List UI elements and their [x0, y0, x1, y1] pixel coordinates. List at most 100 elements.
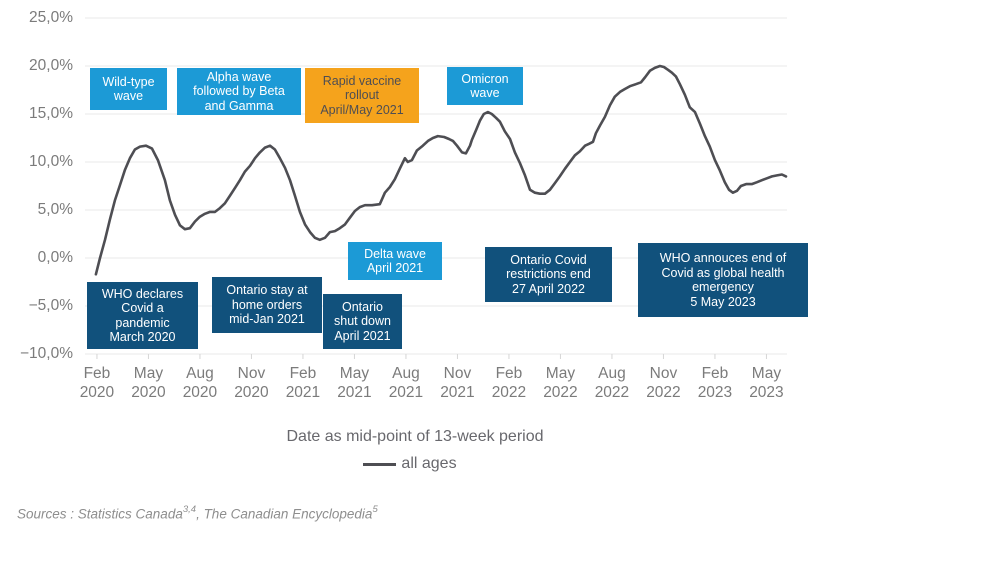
annotation-alpha-beta-gamma-wave: Alpha wave followed by Beta and Gamma [177, 68, 301, 115]
x-axis-label-month: Aug [186, 365, 214, 382]
y-axis-label: −10,0% [19, 345, 73, 362]
annotation-text-line: followed by Beta [193, 84, 285, 99]
annotation-text-line: pandemic [115, 315, 170, 330]
x-axis-label-year: 2020 [182, 384, 218, 401]
x-axis-label: May 2021 [324, 364, 384, 402]
annotation-text-line: Ontario Covid [510, 252, 587, 267]
x-axis-label-month: Feb [289, 365, 317, 382]
annotation-text-line: April 2021 [334, 328, 391, 343]
sources-note: Sources : Statistics Canada3,4, The Cana… [17, 504, 378, 522]
y-axis-label: 25,0% [29, 9, 73, 26]
annotation-ontario-restrictions-end: Ontario Covid restrictions end 27 April 20… [485, 247, 612, 302]
annotation-text-line: Omicron [461, 71, 509, 86]
annotation-text-line: and Gamma [204, 98, 274, 113]
annotation-text-line: WHO declares [101, 286, 184, 301]
annotation-text-line: WHO annouces end of [659, 251, 787, 265]
x-axis-label-year: 2020 [234, 384, 269, 401]
annotation-delta-wave: Delta wave April 2021 [348, 242, 442, 280]
annotation-wild-type-wave: Wild-type wave [90, 68, 167, 110]
y-axis-label: 10,0% [29, 153, 73, 170]
x-axis-label-year: 2022 [491, 384, 527, 401]
x-axis-label-month: Nov [443, 365, 472, 382]
x-axis-label-month: Nov [237, 365, 266, 382]
annotation-text-line: shut down [334, 314, 391, 329]
x-axis-label-month: Feb [83, 365, 111, 382]
annotation-omicron-wave: Omicron wave [447, 67, 523, 105]
x-axis-label-year: 2022 [646, 384, 681, 401]
x-axis-label: Feb 2021 [273, 364, 333, 402]
annotation-text-line: Covid a [121, 301, 164, 315]
y-axis-label: 20,0% [29, 57, 73, 74]
annotation-text-line: March 2020 [109, 330, 176, 344]
x-axis-label-year: 2021 [337, 384, 372, 401]
y-axis-label: 15,0% [29, 105, 73, 122]
annotation-text-line: April/May 2021 [320, 102, 404, 117]
legend-line-swatch [363, 462, 397, 466]
x-axis-label-year: 2023 [697, 384, 733, 401]
x-axis-title: Date as mid-point of 13-week period [286, 428, 544, 445]
x-axis-label-year: 2022 [594, 384, 630, 401]
superscript-ref-2: 5 [372, 504, 378, 515]
x-axis-label-year: 2021 [285, 384, 321, 401]
x-axis-label-month: Feb [701, 365, 729, 382]
x-axis-label-month: Feb [495, 365, 523, 382]
annotation-text-line: Delta wave [364, 246, 426, 261]
x-axis-label-month: May [545, 365, 576, 382]
annotation-text-line: Rapid vaccine [322, 73, 402, 88]
x-axis-label: Nov 2021 [427, 364, 487, 402]
annotation-ontario-shut-down: Ontario shut down April 2021 [323, 294, 402, 349]
x-axis-label-month: Nov [649, 365, 678, 382]
sources-text-2: , The Canadian Encyclopedia [196, 506, 373, 522]
annotation-who-declares-pandemic: WHO declares Covid a pandemic March 2020 [87, 282, 198, 349]
y-axis-label: 0,0% [37, 249, 73, 266]
annotation-ontario-stay-home-orders: Ontario stay at home orders mid-Jan 2021 [212, 277, 322, 333]
x-axis-label: Feb 2022 [479, 364, 539, 402]
x-axis-label: May 2022 [530, 364, 590, 402]
all-ages-series-line [94, 64, 788, 276]
annotation-text-line: Alpha wave [206, 69, 272, 84]
x-axis-label-month: Aug [392, 365, 420, 382]
annotation-text-line: April 2021 [366, 261, 424, 275]
x-axis-label-month: May [133, 365, 164, 382]
x-axis-label: Aug 2021 [376, 364, 436, 402]
x-axis-label: Aug 2022 [582, 364, 642, 402]
x-axis-label: Nov 2020 [221, 364, 281, 402]
legend-label: all ages [401, 455, 457, 472]
annotation-text-line: 5 May 2023 [690, 294, 756, 309]
y-axis-label: −5,0% [28, 297, 73, 314]
x-axis-label-year: 2020 [131, 384, 166, 401]
x-axis-label: Feb 2023 [685, 364, 745, 402]
x-axis-label: Feb 2020 [67, 364, 127, 402]
annotation-text-line: home orders [231, 297, 303, 312]
annotation-text-line: restrictions end [506, 267, 591, 282]
x-axis-label-month: Aug [598, 365, 626, 382]
annotation-who-end-of-emergency: WHO annouces end of Covid as global healt… [638, 243, 808, 317]
annotation-text-line: Covid as global health [661, 265, 785, 280]
sources-text-1: Sources : Statistics Canada [17, 506, 183, 522]
annotation-text-line: emergency [692, 280, 754, 294]
x-axis-label-month: May [751, 365, 782, 382]
x-tick-marks [96, 354, 767, 359]
annotation-rapid-vaccine-rollout: Rapid vaccine rollout April/May 2021 [305, 68, 419, 123]
x-axis-label-year: 2020 [79, 384, 115, 401]
annotation-text-line: Ontario [342, 299, 383, 314]
x-axis-label-year: 2021 [440, 384, 475, 401]
x-axis-label: Aug 2020 [170, 364, 230, 402]
annotation-text-line: wave [113, 89, 144, 103]
annotation-text-line: Wild-type [102, 74, 155, 89]
x-axis-label-month: May [339, 365, 370, 382]
superscript-ref-1: 3,4 [182, 504, 197, 515]
annotation-text-line: wave [470, 86, 500, 100]
annotation-text-line: mid-Jan 2021 [229, 312, 305, 327]
y-axis-label: 5,0% [37, 201, 73, 218]
x-axis-label-year: 2023 [749, 384, 784, 401]
x-axis-label-year: 2021 [388, 384, 424, 401]
annotation-text-line: rollout [344, 88, 380, 103]
x-axis-label: Nov 2022 [633, 364, 693, 402]
annotation-text-line: Ontario stay at [226, 283, 308, 298]
x-axis-label-year: 2022 [543, 384, 578, 401]
annotation-text-line: 27 April 2022 [512, 281, 585, 296]
x-axis-label: May 2020 [118, 364, 178, 402]
legend: all ages [280, 455, 540, 473]
